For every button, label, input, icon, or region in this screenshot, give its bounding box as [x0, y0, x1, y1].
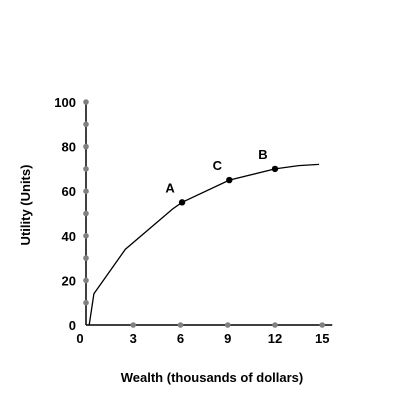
x-axis-title: Wealth (thousands of dollars)	[121, 370, 304, 385]
x-tick-label: 12	[268, 331, 282, 346]
point-b-marker	[271, 165, 279, 173]
y-tick-label: 40	[62, 229, 76, 244]
axes	[85, 100, 333, 326]
point-b-label: B	[258, 147, 267, 162]
x-axis-marker-dot	[224, 322, 231, 328]
y-axis-marker-dot	[83, 99, 89, 105]
y-axis-marker-dot	[83, 210, 89, 217]
y-axis-marker-dot	[83, 166, 89, 172]
utility-curve	[88, 163, 320, 326]
y-axis-marker-dot	[83, 255, 89, 261]
x-axis-marker-dot	[319, 322, 326, 328]
x-tick-label: 15	[315, 331, 329, 346]
y-tick-label: 80	[62, 140, 76, 155]
y-axis-marker-dot	[83, 143, 89, 150]
labeled-points: A C B	[165, 147, 279, 206]
x-tick-label: 6	[177, 331, 184, 346]
axis-marker-dots	[83, 99, 326, 328]
point-c-marker	[226, 176, 233, 184]
x-axis-marker-dot	[177, 322, 184, 328]
y-tick-label: 20	[62, 273, 76, 288]
point-a-label: A	[165, 180, 175, 195]
x-tick-label: 0	[76, 331, 83, 346]
y-axis-title: Utility (Units)	[18, 165, 33, 246]
y-tick-label: 60	[62, 184, 76, 199]
y-tick-label: 0	[69, 318, 76, 333]
x-axis-marker-dot	[272, 322, 278, 328]
y-tick-label: 100	[54, 95, 76, 110]
x-tick-label: 9	[224, 331, 231, 346]
point-a-marker	[178, 199, 186, 206]
y-axis-marker-dot	[83, 299, 89, 306]
tick-labels: 0 20 40 60 80 100 0 3 6 9 12 15	[54, 95, 329, 346]
x-axis-marker-dot	[130, 322, 137, 328]
y-axis-marker-dot	[83, 121, 89, 128]
y-axis-marker-dot	[83, 233, 89, 239]
x-tick-label: 3	[130, 331, 137, 346]
y-axis-marker-dot	[83, 277, 89, 284]
y-axis-marker-dot	[83, 188, 89, 194]
point-c-label: C	[213, 158, 223, 173]
